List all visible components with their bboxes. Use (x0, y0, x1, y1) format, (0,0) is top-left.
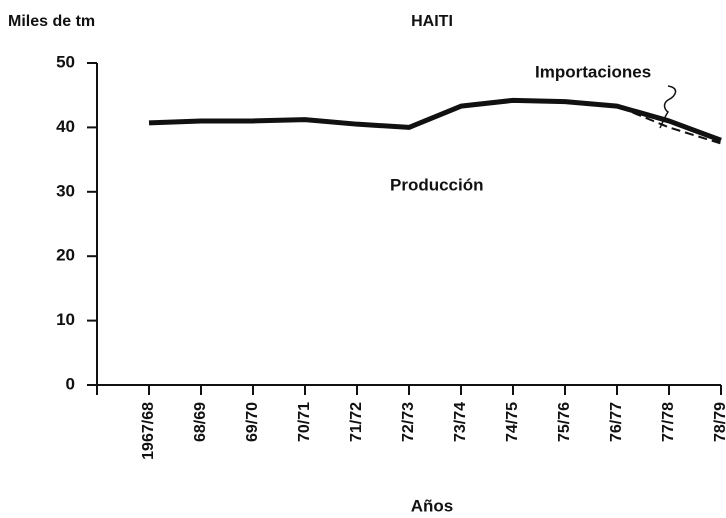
chart-title: HAITI (411, 13, 453, 30)
x-axis-label: Años (411, 496, 454, 515)
y-tick-label: 40 (56, 117, 75, 136)
y-tick-label: 30 (56, 181, 75, 200)
line-series (148, 99, 722, 145)
x-tick-label: 73/74 (452, 402, 469, 442)
x-tick-label: 78/79 (712, 402, 726, 442)
y-axis-label: Miles de tm (8, 13, 95, 30)
x-tick-label: 70/71 (296, 402, 313, 442)
x-tick-label: 69/70 (244, 402, 261, 442)
x-tick-label: 68/69 (192, 402, 209, 442)
y-tick-label: 10 (56, 310, 75, 329)
y-tick-label: 0 (66, 374, 75, 393)
x-tick-label: 77/78 (660, 402, 677, 442)
series-label: Importaciones (535, 62, 651, 81)
x-tick-label: 74/75 (504, 402, 521, 442)
x-tick-label: 76/77 (608, 402, 625, 442)
series-label: Producción (390, 175, 484, 194)
x-tick-label: 75/76 (556, 402, 573, 442)
x-tick-label: 71/72 (348, 402, 365, 442)
x-tick-label: 72/73 (400, 402, 417, 442)
y-tick-label: 20 (56, 246, 75, 265)
y-tick-label: 50 (56, 52, 75, 71)
x-tick-label: 1967/68 (140, 402, 157, 460)
